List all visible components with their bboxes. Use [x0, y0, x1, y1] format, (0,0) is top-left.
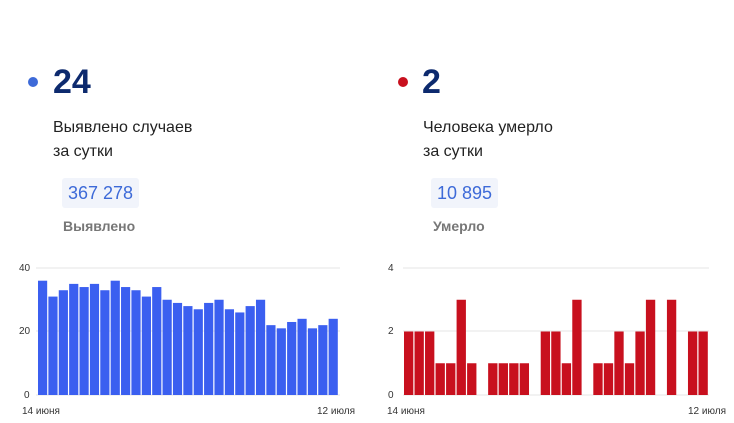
cases-bar: [79, 287, 89, 395]
deaths-bar: [698, 331, 708, 395]
cases-bar: [307, 328, 318, 395]
cases-bar: [276, 328, 286, 395]
deaths-bar: [488, 363, 498, 395]
cases-total-label: Выявлено: [63, 218, 136, 234]
cases-bar: [121, 287, 131, 395]
deaths-bar: [519, 363, 530, 395]
cases-bar: [255, 299, 266, 395]
cases-bar: [266, 325, 276, 395]
cases-xtick-start: 14 июня: [22, 406, 60, 417]
cases-dot-icon: [28, 77, 38, 87]
deaths-xtick-start: 14 июня: [387, 406, 425, 417]
deaths-caption: Человека умерло за сутки: [423, 116, 663, 164]
cases-bar: [89, 283, 100, 396]
cases-bars: [38, 280, 338, 396]
deaths-bar: [446, 363, 456, 395]
cases-daily-value: 24: [53, 63, 91, 101]
deaths-bar: [414, 331, 424, 395]
cases-bar: [38, 280, 48, 395]
cases-bar: [141, 296, 151, 395]
deaths-dot-icon: [398, 77, 408, 87]
deaths-bar: [687, 331, 698, 395]
cases-bar: [193, 309, 203, 395]
cases-bar: [235, 312, 245, 395]
cases-panel: 24 Выявлено случаев за сутки 367 278 Выя…: [19, 63, 355, 417]
cases-bar: [69, 283, 79, 396]
deaths-caption-line1: Человека умерло: [423, 119, 553, 136]
deaths-bar: [572, 299, 582, 395]
cases-bar: [100, 290, 110, 395]
cases-bar: [58, 290, 68, 395]
cases-bar: [183, 306, 193, 395]
cases-bar: [204, 302, 214, 395]
cases-bar: [162, 299, 172, 395]
deaths-bar: [603, 363, 614, 395]
deaths-bar: [551, 331, 561, 395]
deaths-bar: [645, 299, 656, 395]
cases-bar: [224, 309, 235, 395]
cases-caption: Выявлено случаев за сутки: [53, 116, 293, 164]
deaths-bars: [404, 299, 708, 395]
deaths-ytick-mid: 2: [388, 326, 394, 337]
deaths-bar: [635, 331, 645, 395]
cases-caption-line1: Выявлено случаев: [53, 119, 193, 136]
deaths-daily-value: 2: [422, 63, 441, 101]
cases-ytick-zero: 0: [24, 390, 30, 401]
cases-bar: [172, 302, 183, 395]
deaths-bar: [425, 331, 435, 395]
cases-bar: [287, 321, 297, 395]
deaths-chart: 4 2 0 14 июня 12 июля: [387, 263, 726, 417]
deaths-bar: [614, 331, 624, 395]
cases-bar: [245, 306, 255, 395]
deaths-bar: [509, 363, 519, 395]
cases-bar: [214, 299, 224, 395]
cases-xtick-end: 12 июля: [317, 406, 355, 417]
deaths-ytick-zero: 0: [388, 390, 394, 401]
deaths-total-label: Умерло: [433, 218, 485, 234]
deaths-bar: [540, 331, 551, 395]
cases-total-badge: 367 278: [62, 178, 140, 208]
deaths-caption-line2: за сутки: [423, 143, 483, 160]
deaths-total-badge: 10 895: [431, 178, 499, 208]
cases-chart: 40 20 0 14 июня 12 июля: [19, 263, 355, 417]
cases-bar: [110, 280, 120, 395]
cases-caption-line2: за сутки: [53, 143, 113, 160]
deaths-bar: [435, 363, 445, 395]
deaths-bar: [624, 363, 635, 395]
cases-bar: [48, 296, 58, 395]
deaths-bar: [561, 363, 572, 395]
cases-bar: [131, 290, 141, 395]
deaths-xtick-end: 12 июля: [688, 406, 726, 417]
deaths-bar: [404, 331, 414, 395]
deaths-bar: [498, 363, 508, 395]
deaths-bar: [666, 299, 677, 395]
cases-bar: [297, 318, 307, 395]
deaths-bar: [593, 363, 603, 395]
deaths-panel: 2 Человека умерло за сутки 10 895 Умерло…: [367, 0, 734, 423]
deaths-bar: [456, 299, 466, 395]
cases-ytick-top: 40: [19, 263, 31, 274]
cases-bar: [328, 318, 338, 395]
cases-bar: [152, 287, 162, 395]
cases-bar: [318, 325, 328, 395]
cases-ytick-mid: 20: [19, 326, 31, 337]
deaths-bar: [467, 363, 477, 395]
deaths-ytick-top: 4: [388, 263, 394, 274]
